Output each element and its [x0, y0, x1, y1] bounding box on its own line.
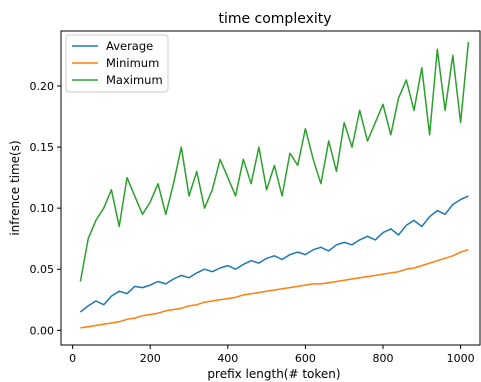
- y-axis-label: infrence time(s): [8, 140, 22, 235]
- plot-frame: [60, 30, 481, 346]
- x-tick-label: 200: [140, 352, 161, 365]
- x-axis-label: prefix length(# token): [207, 367, 340, 381]
- x-tick-label: 1000: [447, 352, 475, 365]
- legend: Average Minimum Maximum: [65, 34, 169, 93]
- y-tick-label: 0.10: [30, 202, 55, 215]
- series-line-average: [79, 195, 469, 313]
- y-tick-label: 0.05: [30, 263, 55, 276]
- legend-label-maximum: Maximum: [106, 73, 163, 87]
- y-tick-label: 0.15: [30, 141, 55, 154]
- y-tick-label: 0.00: [30, 324, 55, 337]
- x-tick-label: 800: [373, 352, 394, 365]
- y-tick-label: 0.20: [30, 80, 55, 93]
- x-tick-label: 0: [69, 352, 76, 365]
- legend-label-average: Average: [106, 39, 153, 53]
- x-axis: 0 200 400 600 800 1000: [69, 345, 475, 365]
- legend-label-minimum: Minimum: [106, 56, 159, 70]
- plot-lines: [79, 41, 470, 329]
- chart-title: time complexity: [218, 11, 331, 27]
- series-line-maximum: [79, 41, 470, 282]
- y-axis: 0.00 0.05 0.10 0.15 0.20: [30, 80, 61, 337]
- x-tick-label: 400: [217, 352, 238, 365]
- series-line-minimum: [80, 248, 469, 329]
- x-tick-label: 600: [295, 352, 316, 365]
- legend-box: [65, 34, 169, 93]
